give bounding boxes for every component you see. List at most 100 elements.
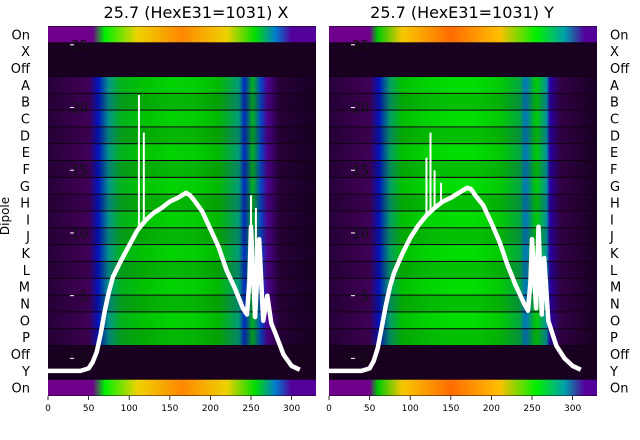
heatmap-row [48,177,316,194]
category-tick-label: L [610,264,618,279]
category-tick-label: J [25,230,30,245]
heatmap-row [329,93,597,110]
heatmap-row [48,245,316,261]
x-tick-label: 50 [83,404,95,414]
heatmap-row [329,194,597,211]
category-tick-label: X [610,45,619,60]
category-tick-label: F [610,163,617,178]
category-tick-label: M [610,281,621,296]
category-tick-label: On [12,382,30,397]
overlay-y-tick-label: 0 [361,352,369,367]
chart-title: 25.7 (HexE31=1031) X [104,3,289,22]
x-tick-label: 0 [45,404,51,414]
x-tick-label: 300 [564,404,581,414]
heatmap-row [329,161,597,177]
category-tick-label: D [20,129,30,144]
category-tick-label: On [610,28,628,43]
x-tick-label: 100 [402,404,419,414]
spikes [137,94,262,302]
category-tick-label: K [610,247,619,262]
heatmap-row [48,362,316,379]
x-tick-label: 150 [442,404,459,414]
heatmap-row [329,329,597,345]
x-tick-label: 250 [523,404,540,414]
overlay-y-tick-label: 0 [80,352,88,367]
category-tick-label: B [610,96,619,111]
heatmap-row [48,194,316,211]
overlay-y-tick-label: 10 [71,227,88,242]
x-tick-label: 200 [202,404,219,414]
x-tick-label: 50 [364,404,376,414]
heatmap-row [48,211,316,228]
heatmap-row [329,295,597,312]
overlay-y-axis: 0 5 10 15 20 25 [70,39,88,367]
category-tick-label: E [610,146,618,161]
heatmap-row [329,110,597,127]
heatmap-row [329,144,597,160]
category-tick-label: O [20,314,30,329]
overlay-y-tick-label: 15 [352,164,369,179]
heatmap [48,26,316,396]
category-tick-label: B [21,96,30,111]
heatmap-row [48,110,316,127]
category-tick-label: G [610,180,620,195]
category-tick-label: Off [11,348,31,363]
category-tick-label: D [610,129,620,144]
category-tick-label: A [610,79,619,94]
heatmap-row [329,26,597,43]
x-axis: 0 50 100 150 200 250 300 [326,396,581,414]
series-line [48,190,301,374]
heatmap-row [329,262,597,278]
heatmap-row [329,43,597,60]
category-tick-label: K [21,247,30,262]
category-tick-label: F [23,163,30,178]
heatmap-row [48,379,316,396]
category-tick-label: I [610,213,614,228]
category-tick-label: E [22,146,30,161]
category-tick-label: N [20,298,30,313]
overlay-y-tick-label: 5 [80,290,88,305]
category-tick-label: C [610,113,619,128]
heatmap-row [48,295,316,312]
category-tick-label: C [21,113,30,128]
heatmap-row [329,211,597,228]
y-axis-label: Dipole [0,197,12,235]
heatmap-row [329,77,597,93]
overlay-y-axis: 0 5 10 15 20 25 [351,39,369,367]
heatmap-row [48,262,316,278]
category-tick-label: L [23,264,31,279]
heatmap-row [48,93,316,110]
overlay-y-tick-label: 25 [71,39,88,54]
category-tick-label: H [610,197,620,212]
x-axis: 0 50 100 150 200 250 300 [45,396,300,414]
category-tick-label: Off [11,62,31,77]
heatmap-row [329,312,597,329]
x-tick-label: 100 [121,404,138,414]
heatmap-row [48,26,316,43]
heatmap-row [329,362,597,379]
category-tick-label: M [19,281,30,296]
heatmap-row [48,77,316,93]
spikes [425,132,443,216]
category-tick-label: A [21,79,30,94]
heatmap-row [329,177,597,194]
heatmap-row [48,312,316,329]
category-tick-label: I [26,213,30,228]
overlay-y-tick-label: 5 [361,290,369,305]
category-tick-label: J [609,230,614,245]
category-tick-label: Y [609,365,618,380]
category-tick-label: O [610,314,620,329]
category-tick-label: N [610,298,620,313]
heatmap-row [329,228,597,245]
category-tick-label: X [21,45,30,60]
overlay-y-tick-label: 10 [352,227,369,242]
chart-title: 25.7 (HexE31=1031) Y [370,3,554,22]
category-tick-label: Off [610,348,630,363]
heatmap-row [48,161,316,177]
category-tick-label: P [22,331,30,346]
category-tick-label: H [20,197,30,212]
x-tick-label: 200 [483,404,500,414]
heatmap-row [329,127,597,144]
